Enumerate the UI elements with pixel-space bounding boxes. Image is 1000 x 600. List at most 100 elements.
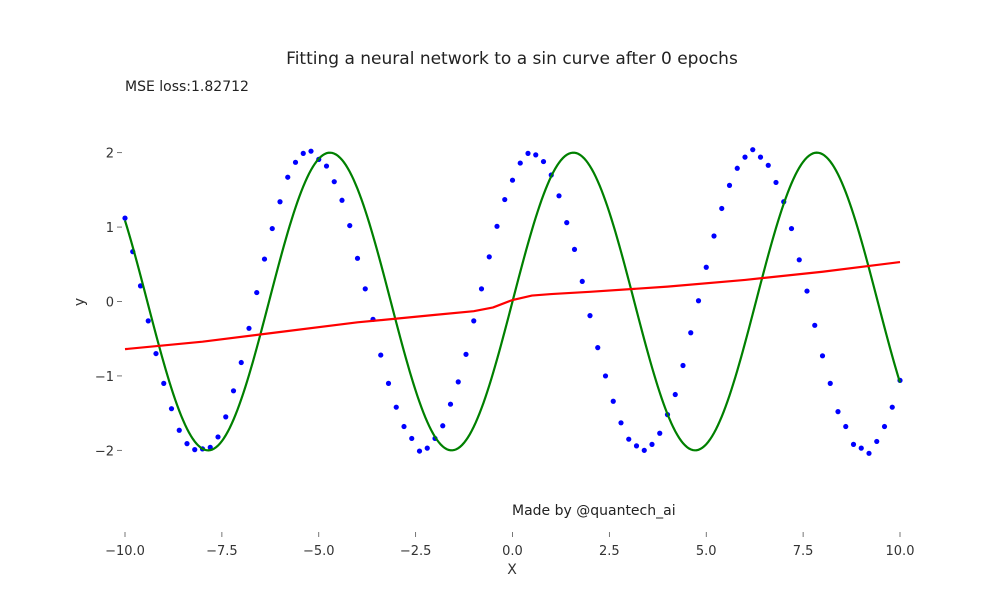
scatter-point <box>657 430 663 436</box>
scatter-point <box>649 441 655 447</box>
scatter-point <box>145 318 151 324</box>
scatter-point <box>192 447 198 453</box>
scatter-point <box>478 286 485 292</box>
scatter-point <box>734 165 740 171</box>
scatter-point <box>540 158 547 165</box>
y-tick-label: 2 <box>106 147 114 162</box>
scatter-point <box>703 264 709 270</box>
scatter-point <box>757 154 764 160</box>
scatter-point <box>641 447 647 453</box>
scatter-point <box>796 257 802 263</box>
scatter-point <box>323 163 330 169</box>
scatter-point <box>858 445 864 451</box>
x-axis: −10.0 −7.5 −5.0 −2.5 0.0 2.5 5.0 7.5 10.0 <box>105 532 914 559</box>
scatter-point <box>416 448 423 454</box>
scatter-point <box>889 404 895 410</box>
scatter-point <box>168 406 175 412</box>
scatter-point <box>409 435 415 442</box>
scatter-point <box>626 436 632 442</box>
scatter-point <box>850 441 857 447</box>
true-curve-line <box>123 151 902 452</box>
scatter-point <box>564 220 570 226</box>
y-axis-label: y <box>72 298 88 306</box>
scatter-point <box>688 330 694 336</box>
scatter-point <box>494 223 500 229</box>
scatter-point <box>874 438 880 445</box>
scatter-point <box>308 148 314 154</box>
y-tick-label: 1 <box>106 221 114 236</box>
scatter-point <box>742 154 748 160</box>
y-tick-label: −2 <box>95 444 114 459</box>
scatter-point <box>424 445 430 451</box>
scatter-point <box>153 350 159 357</box>
scatter-point <box>300 150 306 156</box>
scatter-point <box>354 255 361 261</box>
scatter-point <box>843 423 849 430</box>
x-tick-label: 0.0 <box>502 544 523 559</box>
scatter-point <box>819 353 826 359</box>
scatter-point <box>633 443 640 449</box>
scatter-point <box>812 322 818 328</box>
scatter-point <box>161 380 167 386</box>
scatter-point <box>502 196 508 203</box>
scatter-point <box>184 441 190 447</box>
scatter-point <box>471 318 477 324</box>
x-tick-label: −10.0 <box>105 544 145 559</box>
scatter-point <box>750 147 756 153</box>
scatter-point <box>261 256 268 262</box>
scatter-point <box>292 159 299 165</box>
x-tick-label: −7.5 <box>206 544 238 559</box>
scatter-point <box>726 182 733 188</box>
scatter-point <box>362 286 368 292</box>
scatter-point <box>587 313 593 319</box>
scatter-point <box>447 401 454 407</box>
scatter-point <box>238 359 244 366</box>
scatter-point <box>595 345 601 351</box>
scatter-point <box>695 298 702 304</box>
scatter-point <box>269 225 275 232</box>
x-tick-label: 5.0 <box>696 544 717 559</box>
scatter-point <box>463 351 469 357</box>
scatter-point <box>835 409 841 415</box>
x-tick-label: 7.5 <box>793 544 814 559</box>
scatter-point <box>773 179 779 186</box>
scatter-point <box>881 423 888 430</box>
scatter-point <box>672 391 678 398</box>
scatter-point <box>393 404 399 410</box>
scatter-point <box>525 150 531 156</box>
y-tick-label: 0 <box>106 296 114 311</box>
scatter-point <box>347 222 353 229</box>
chart-title: Fitting a neural network to a sin curve … <box>286 49 738 69</box>
scatter-point <box>223 414 229 420</box>
scatter-point <box>610 398 616 404</box>
scatter-point <box>339 197 345 203</box>
loss-annotation: MSE loss:1.82712 <box>125 79 249 95</box>
scatter-point <box>378 352 384 358</box>
scatter-point <box>230 388 237 394</box>
x-tick-label: 10.0 <box>886 544 915 559</box>
scatter-point <box>804 288 810 294</box>
credit-annotation: Made by @quantech_ai <box>512 503 676 519</box>
scatter-point <box>277 199 283 205</box>
scatter-point <box>788 225 795 232</box>
y-tick-label: −1 <box>95 370 114 385</box>
scatter-point <box>215 434 221 440</box>
scatter-point <box>680 362 686 369</box>
scatter-point <box>719 205 725 212</box>
plot-area <box>122 147 903 456</box>
x-tick-label: 2.5 <box>599 544 620 559</box>
scatter-point <box>176 427 182 433</box>
scatter-point <box>455 379 461 385</box>
scatter-point <box>556 193 562 199</box>
scatter-point <box>827 380 833 386</box>
scatter-point <box>533 152 539 158</box>
scatter-point <box>711 233 717 239</box>
scatter-point <box>509 177 516 183</box>
scatter-point <box>571 246 578 253</box>
x-tick-label: −5.0 <box>303 544 335 559</box>
scatter-point <box>385 380 392 386</box>
scatter-point <box>765 162 771 168</box>
scatter-point <box>602 373 609 379</box>
scatter-point <box>122 215 128 221</box>
